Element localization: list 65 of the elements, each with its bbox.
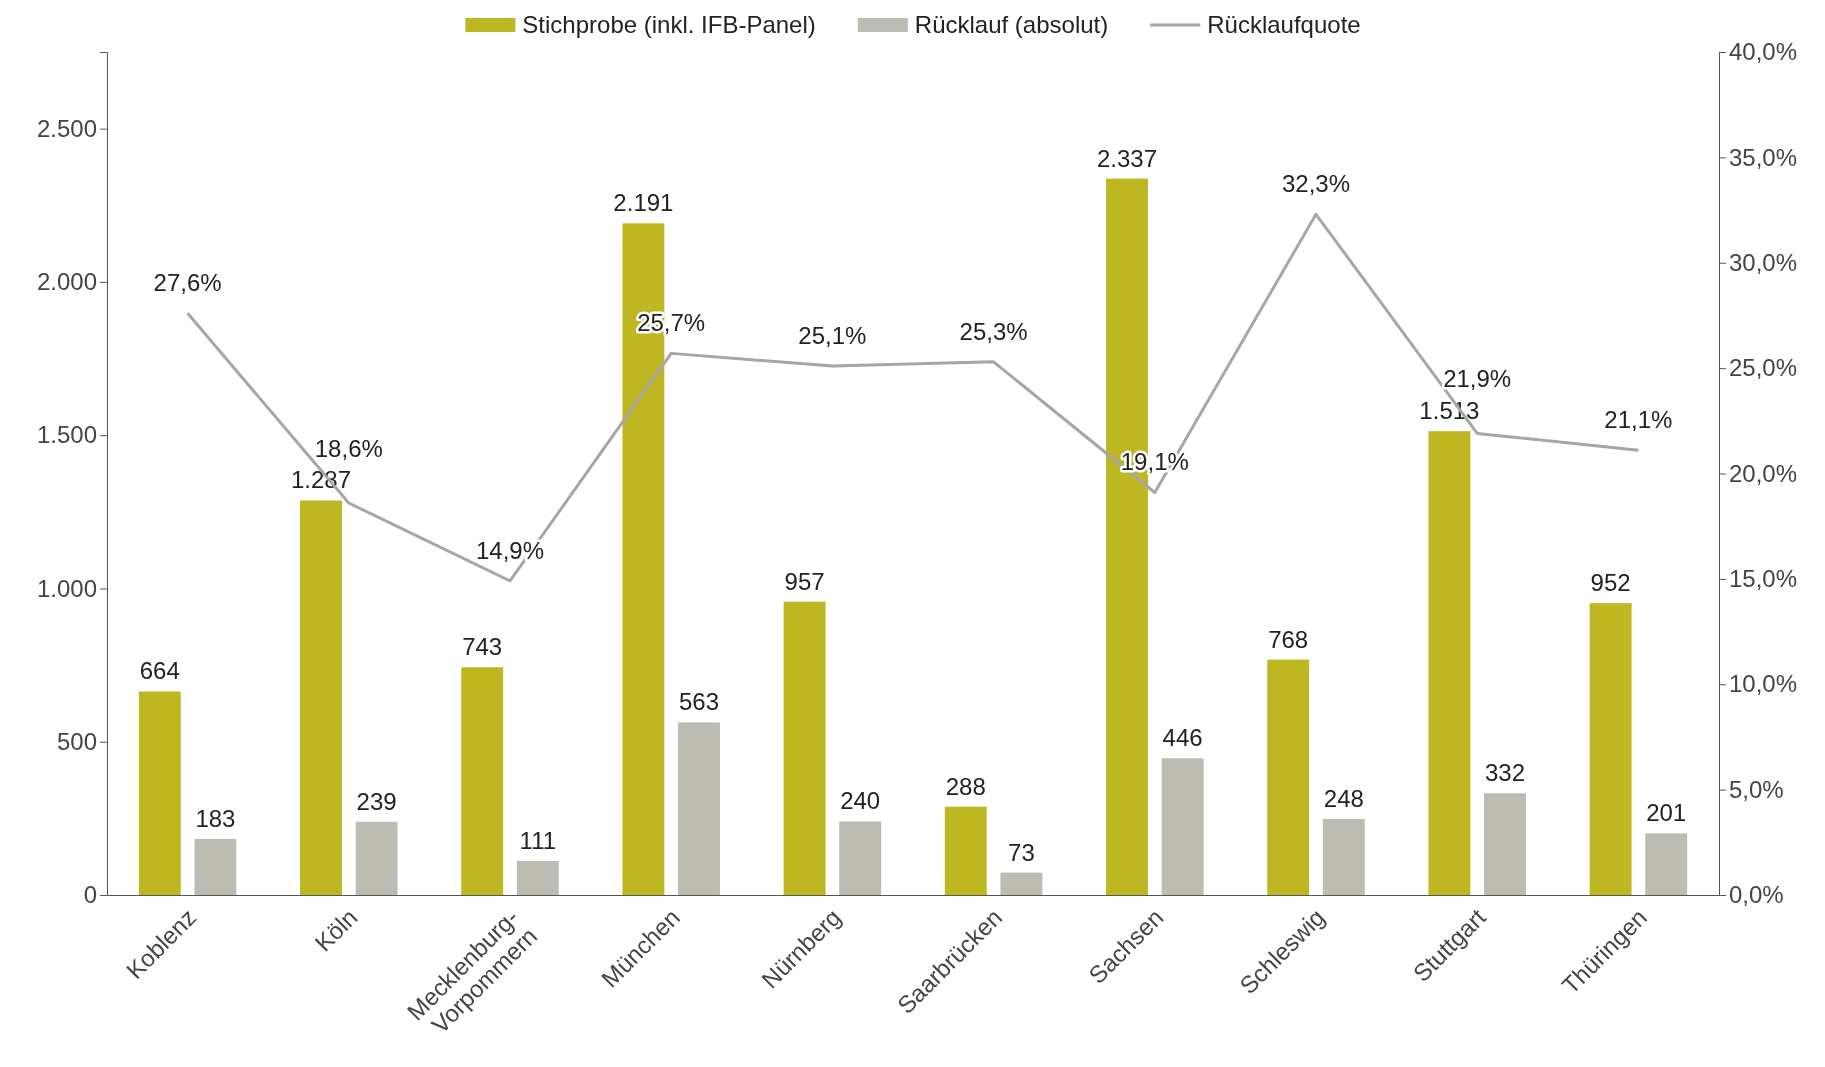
bar — [516, 860, 559, 895]
y-tick-label: 1.000 — [36, 574, 97, 602]
data-label: 25,1% — [798, 322, 867, 350]
bar — [355, 821, 398, 895]
data-label: 201 — [1646, 799, 1687, 827]
data-label: 952 — [1590, 569, 1631, 597]
bar — [1484, 793, 1526, 895]
legend-label: Rücklaufquote — [1207, 11, 1361, 38]
data-label: 21,9% — [1443, 365, 1512, 393]
data-label: 183 — [195, 804, 236, 832]
bar — [678, 722, 720, 895]
data-label: 14,9% — [475, 536, 545, 564]
bar — [783, 601, 826, 895]
bar — [839, 821, 882, 895]
data-label: 248 — [1323, 784, 1364, 812]
bar — [461, 667, 504, 895]
y2-tick-label: 20,0% — [1729, 459, 1798, 487]
bar — [1645, 833, 1688, 895]
y2-tick-label: 25,0% — [1729, 354, 1798, 382]
data-label: 18,6% — [314, 435, 383, 463]
bar — [1322, 818, 1365, 895]
data-label: 446 — [1162, 724, 1203, 752]
y2-tick-label: 5,0% — [1729, 775, 1784, 803]
bar — [138, 691, 181, 895]
y-tick-label: 0 — [83, 881, 97, 909]
y-tick-label: 500 — [56, 727, 97, 755]
bar — [1589, 603, 1632, 895]
y2-tick-label: 15,0% — [1729, 565, 1798, 593]
data-label: 563 — [678, 688, 720, 716]
bar — [1161, 758, 1204, 895]
data-label: 768 — [1268, 625, 1309, 653]
y-tick-label: 2.500 — [36, 114, 97, 142]
y2-tick-label: 0,0% — [1729, 881, 1784, 909]
bar — [1267, 659, 1310, 895]
data-label: 32,3% — [1281, 170, 1351, 198]
data-label: 332 — [1484, 759, 1526, 787]
data-label: 239 — [356, 787, 397, 815]
data-label: 27,6% — [153, 269, 222, 297]
bar — [944, 806, 987, 895]
data-label: 25,3% — [959, 317, 1028, 345]
data-label: 240 — [840, 787, 881, 815]
data-label: 957 — [784, 567, 825, 595]
bar — [1428, 431, 1471, 895]
data-label: 664 — [139, 657, 180, 685]
y-tick-label: 2.000 — [36, 268, 97, 296]
data-label: 2.191 — [613, 189, 674, 217]
y2-tick-label: 30,0% — [1729, 248, 1798, 276]
legend-label: Stichprobe (inkl. IFB-Panel) — [522, 11, 816, 38]
bar — [1000, 872, 1043, 895]
y2-tick-label: 40,0% — [1729, 38, 1798, 66]
y2-tick-label: 35,0% — [1729, 143, 1798, 171]
x-tick-label: Köln — [309, 903, 363, 957]
data-label: 21,1% — [1604, 406, 1673, 434]
data-label: 73 — [1008, 838, 1035, 866]
bar — [194, 838, 237, 895]
legend-label: Rücklauf (absolut) — [914, 11, 1109, 38]
data-label: 743 — [462, 633, 503, 661]
bar — [300, 500, 342, 895]
data-label: 2.337 — [1096, 144, 1158, 172]
y2-tick-label: 10,0% — [1729, 670, 1798, 698]
data-label: 1.287 — [290, 466, 352, 494]
data-label: 1.513 — [1419, 397, 1480, 425]
data-label: 288 — [945, 772, 986, 800]
y-tick-label: 1.500 — [36, 421, 97, 449]
data-label: 111 — [519, 826, 557, 854]
